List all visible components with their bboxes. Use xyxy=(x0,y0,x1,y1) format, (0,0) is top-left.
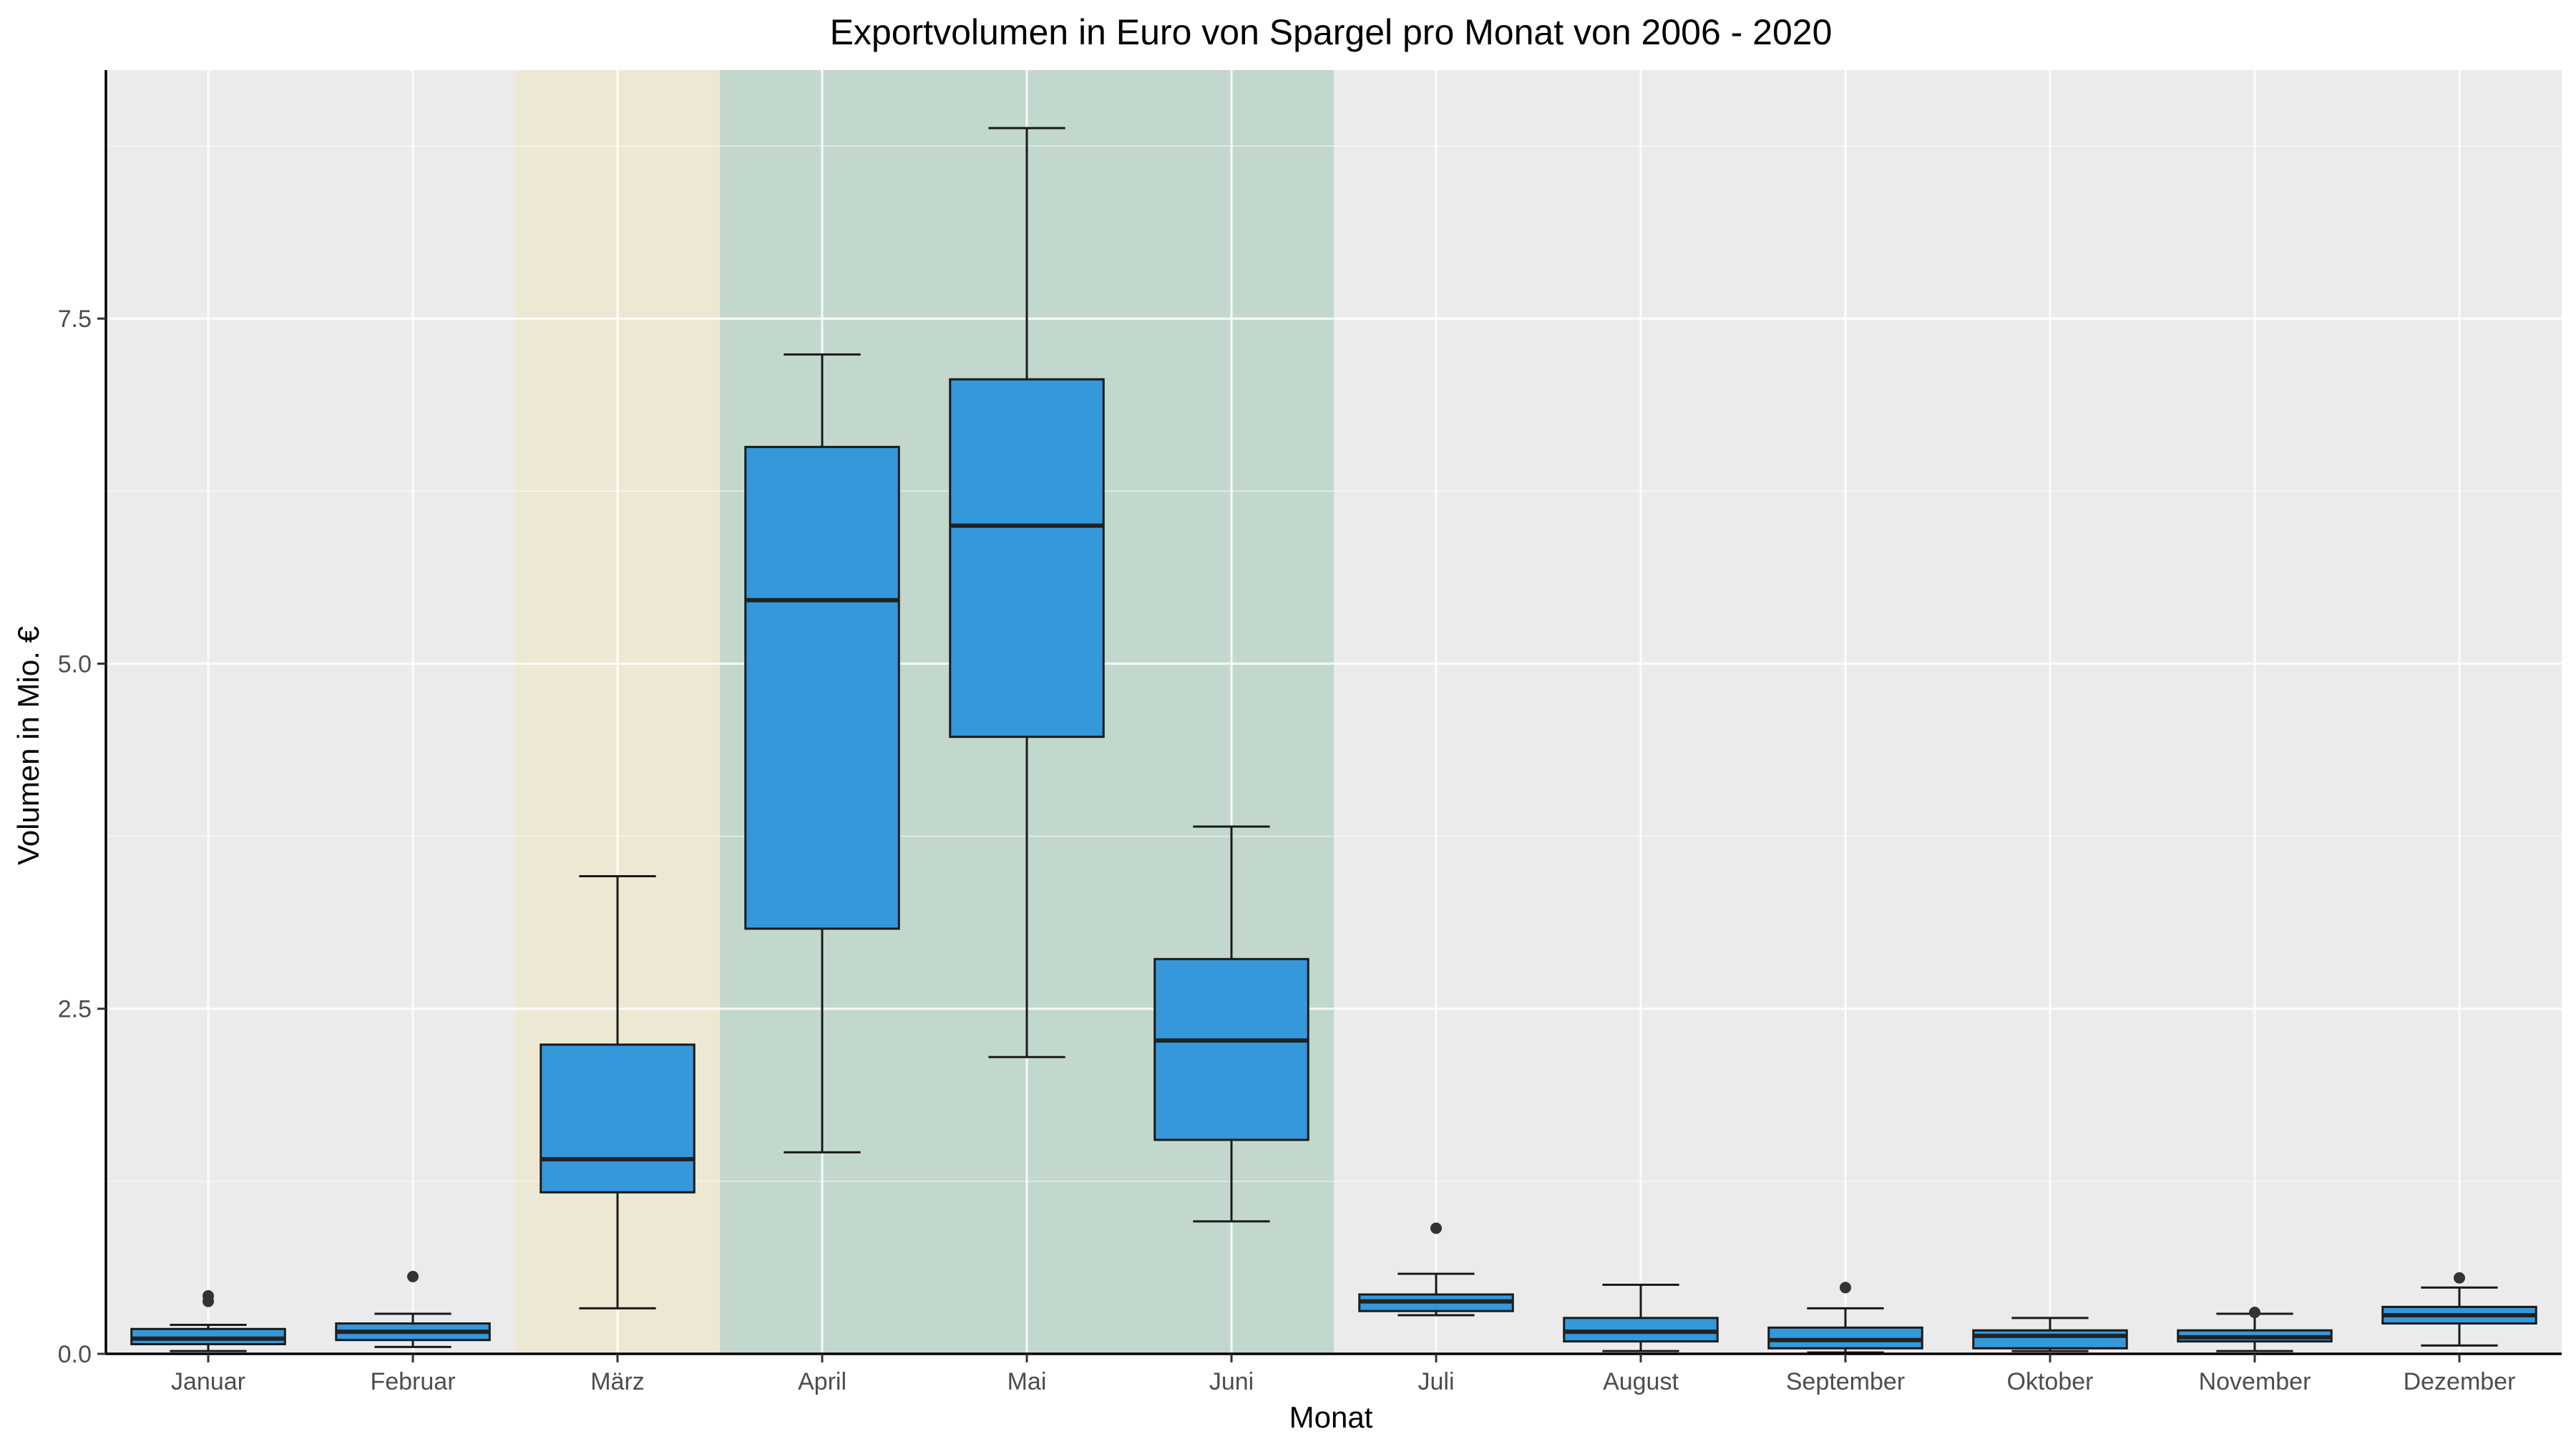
box-series xyxy=(130,127,2537,1354)
tick-labels: 0.0 2.5 5.0 7.5 Januar Februar März April Mai Jun… xyxy=(58,306,2516,1395)
box-dezember xyxy=(2381,1272,2537,1347)
box-november xyxy=(2177,1307,2333,1352)
y-tick-label: 5.0 xyxy=(58,650,92,678)
box-iqr xyxy=(1153,957,1309,1141)
box-mai xyxy=(949,127,1105,1058)
box-iqr xyxy=(949,378,1105,738)
x-tick-label: Mai xyxy=(1008,1368,1047,1395)
box-juli xyxy=(1358,1222,1514,1317)
box-juni xyxy=(1153,825,1309,1223)
axes xyxy=(104,70,2562,1355)
x-tick-label: September xyxy=(1786,1368,1905,1395)
x-tick-label: Juni xyxy=(1209,1368,1254,1395)
y-tick-label: 2.5 xyxy=(58,996,92,1023)
outlier-point xyxy=(1430,1222,1442,1234)
outlier-point xyxy=(203,1289,214,1302)
box-september xyxy=(1767,1282,1923,1354)
box-iqr xyxy=(744,446,900,930)
outlier-point xyxy=(1840,1282,1851,1294)
box-august xyxy=(1563,1284,1719,1352)
x-tick-label: November xyxy=(2199,1368,2311,1395)
x-tick-label: Oktober xyxy=(2007,1368,2094,1395)
box-iqr xyxy=(540,1043,696,1194)
box-januar xyxy=(130,1289,286,1352)
x-axis-title: Monat xyxy=(1289,1400,1373,1434)
y-tick-label: 7.5 xyxy=(58,306,92,333)
x-tick-label: August xyxy=(1603,1368,1679,1395)
box-märz xyxy=(540,875,696,1309)
x-tick-label: Juli xyxy=(1418,1368,1454,1395)
x-tick-label: April xyxy=(798,1368,847,1395)
box-oktober xyxy=(1972,1317,2128,1352)
outlier-point xyxy=(2249,1307,2260,1319)
outlier-point xyxy=(407,1270,419,1282)
y-axis-title: Volumen in Mio. € xyxy=(11,626,45,865)
y-tick-label: 0.0 xyxy=(58,1341,92,1368)
box-iqr xyxy=(1972,1329,2128,1350)
box-februar xyxy=(335,1270,491,1348)
x-tick-label: März xyxy=(590,1368,645,1395)
chart-title: Exportvolumen in Euro von Spargel pro Mo… xyxy=(830,12,1833,52)
x-tick-label: Januar xyxy=(171,1368,245,1395)
x-tick-label: Dezember xyxy=(2404,1368,2516,1395)
outlier-point xyxy=(2454,1272,2465,1284)
box-april xyxy=(744,353,900,1153)
x-tick-label: Februar xyxy=(370,1368,455,1395)
